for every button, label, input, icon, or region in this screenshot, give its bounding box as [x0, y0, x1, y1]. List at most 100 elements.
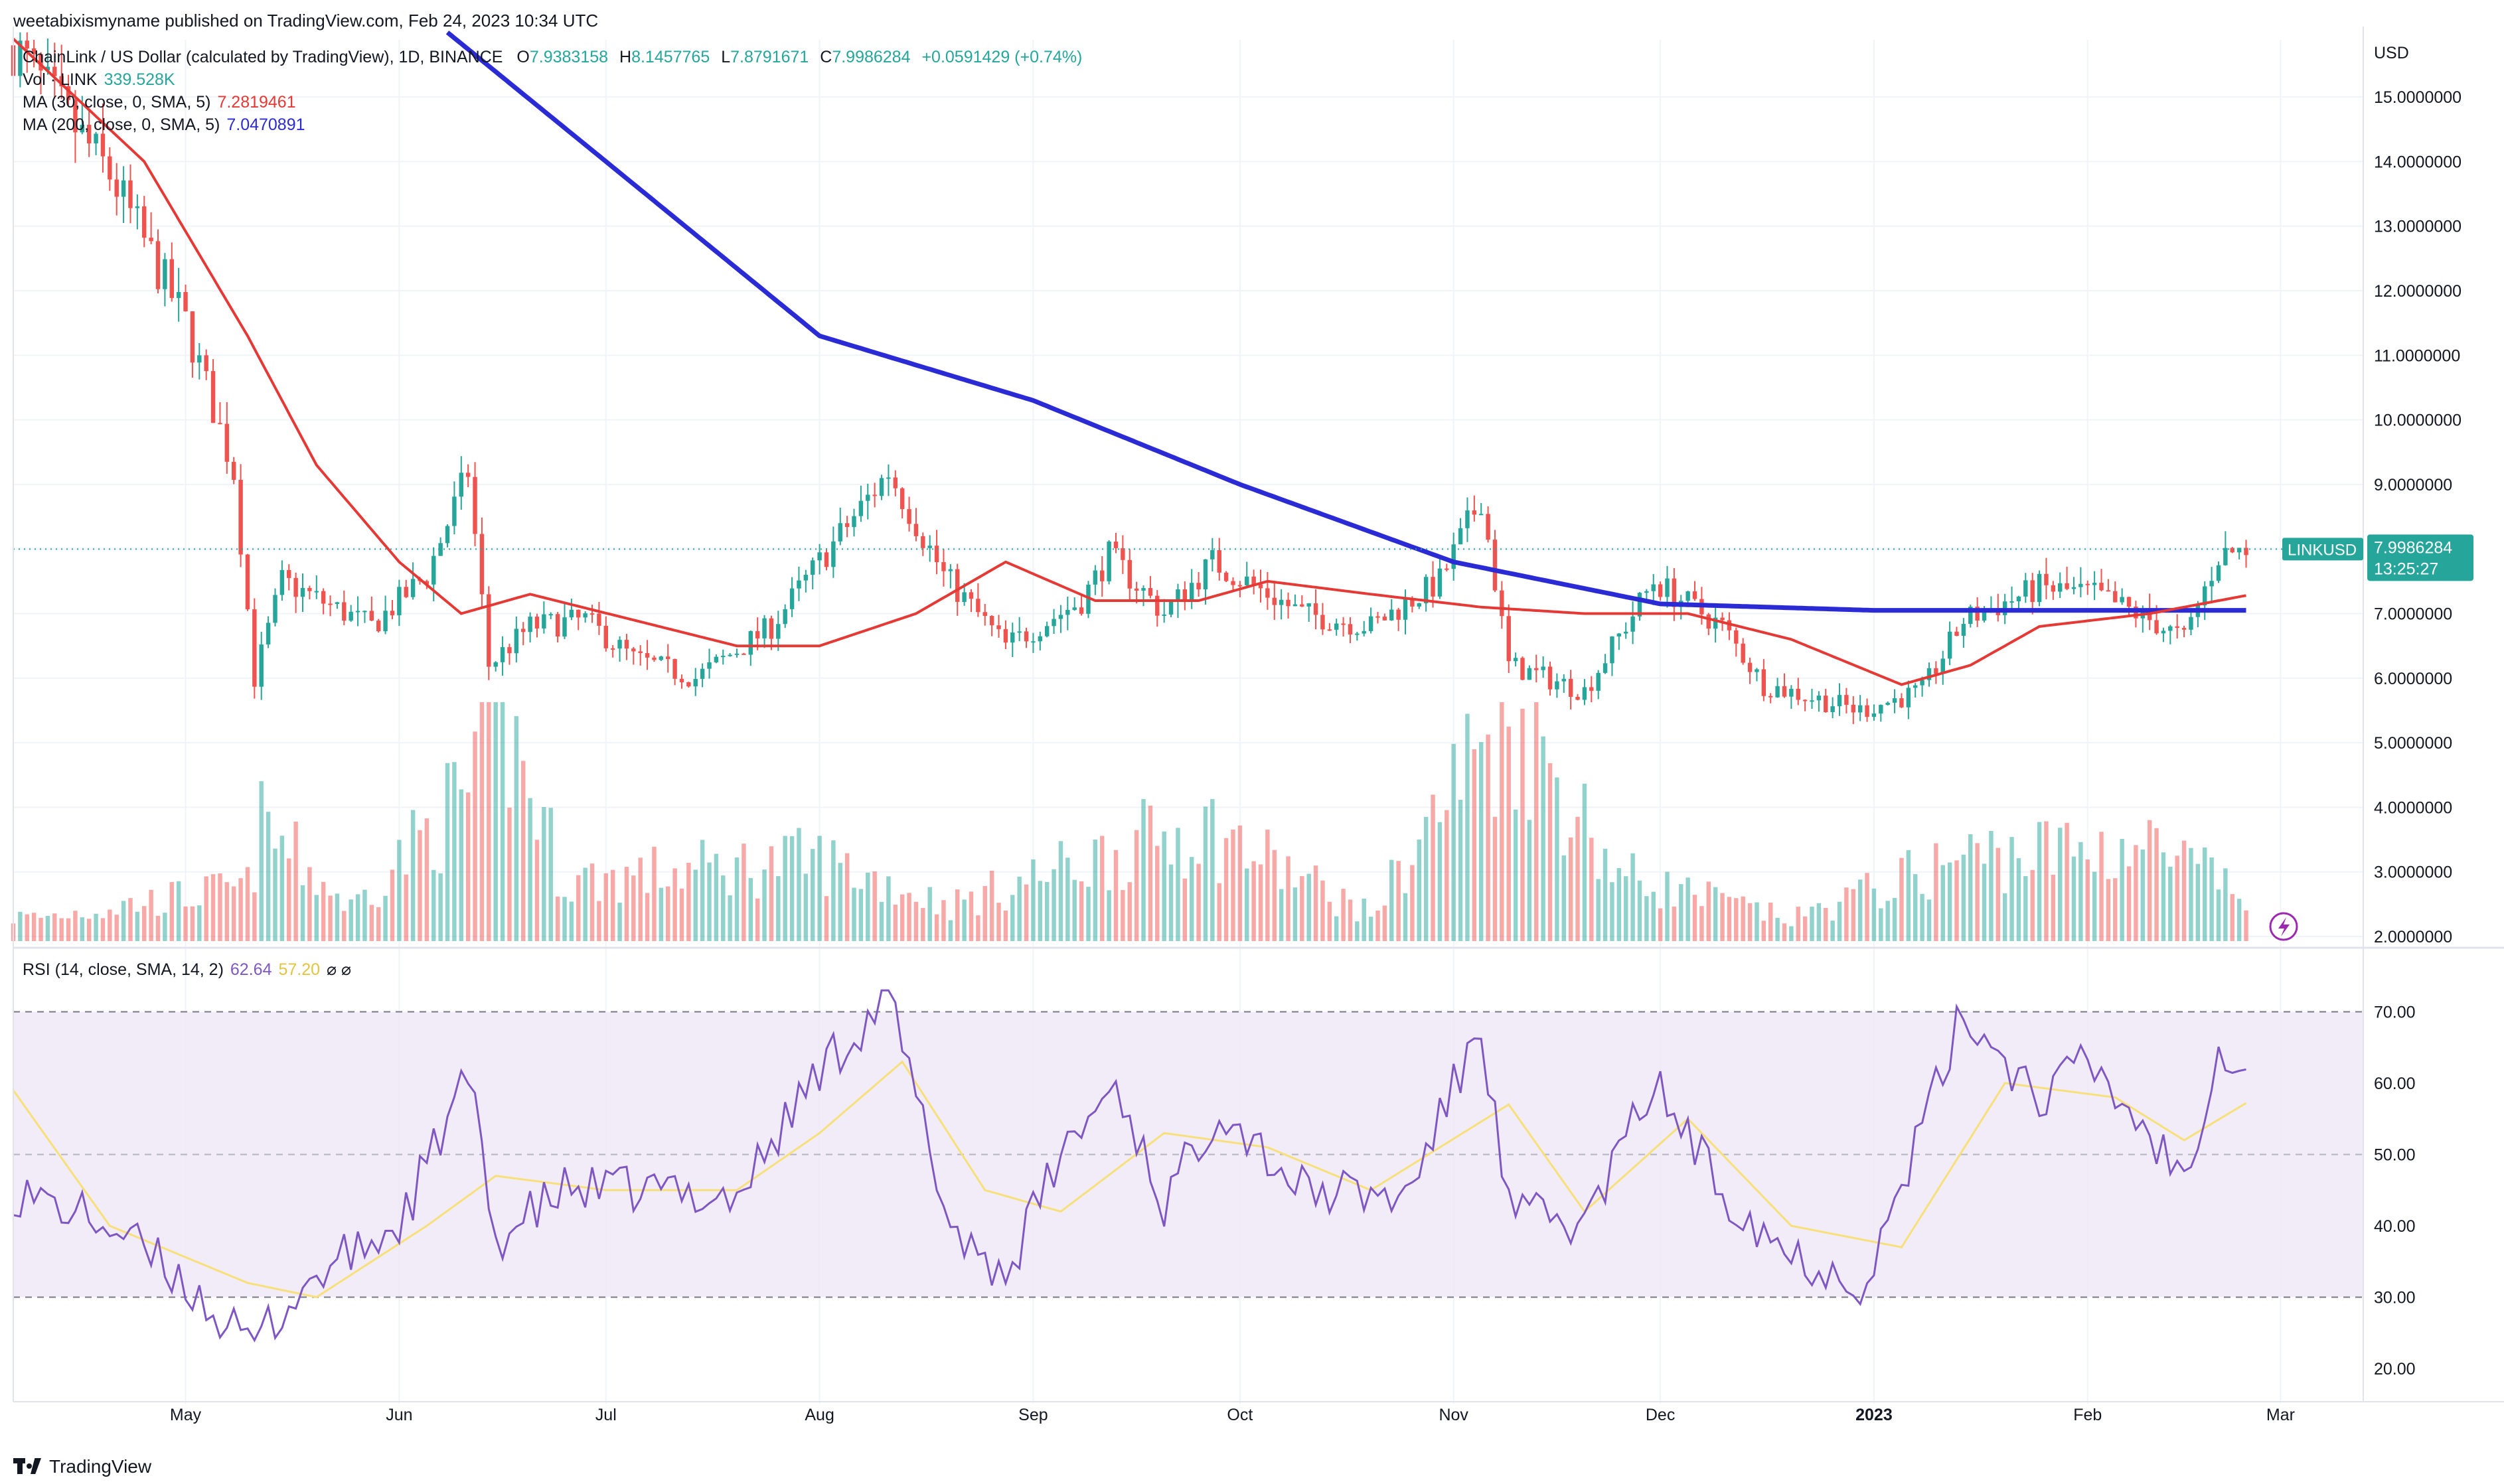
candle-body [238, 479, 243, 555]
replay-icon[interactable] [2269, 912, 2298, 941]
price-tick-label: 4.0000000 [2374, 798, 2452, 817]
candle-body [1796, 688, 1800, 700]
candle-body [941, 562, 946, 571]
candle-body [1706, 614, 1711, 629]
candle-body [1892, 698, 1897, 703]
volume-bar [969, 891, 974, 941]
volume-bar [266, 812, 271, 941]
candle-body [659, 656, 664, 660]
volume-bar [155, 915, 161, 941]
legend-rsi[interactable]: RSI (14, close, SMA, 14, 2) 62.64 57.20 ⌀ ⌀ [23, 960, 351, 980]
candle-body [1665, 578, 1670, 597]
volume-bar [1079, 881, 1084, 941]
volume-bar [700, 840, 705, 941]
candle-body [866, 494, 870, 501]
volume-bar [169, 882, 174, 941]
candle-body [210, 371, 216, 423]
volume-bar [86, 919, 92, 941]
legend-ma200[interactable]: MA (200, close, 0, SMA, 5) 7.0470891 [23, 115, 305, 135]
candle-body [783, 609, 787, 625]
candle-body [1630, 616, 1635, 632]
candle-body [1121, 548, 1125, 560]
volume-bar [548, 808, 553, 941]
candle-body [982, 612, 987, 617]
candle-body [383, 611, 388, 632]
volume-bar [1871, 888, 1877, 941]
candle-body [1162, 614, 1166, 616]
candle-body [1906, 688, 1911, 707]
volume-bar [797, 828, 801, 941]
volume-bar [1348, 899, 1353, 941]
volume-bar [328, 895, 333, 941]
candle-body [2216, 565, 2221, 581]
candle-body [2030, 580, 2035, 603]
volume-bar [1844, 887, 1849, 941]
legend-volume[interactable]: Vol · LINK 339.528K [23, 70, 175, 90]
volume-bar [1824, 907, 1828, 941]
volume-bar [507, 807, 512, 941]
candle-body [2078, 583, 2083, 587]
candle-body [1755, 669, 1759, 672]
volume-bar [314, 895, 319, 941]
time-tick-label: Nov [1439, 1406, 1468, 1424]
candle-body [817, 552, 822, 561]
volume-bar [94, 913, 98, 941]
candle-body [231, 461, 236, 480]
volume-bar [1879, 908, 1883, 941]
candle-body [2203, 586, 2207, 606]
brand-name: TradingView [49, 1456, 152, 1477]
candle-body [1575, 696, 1580, 700]
volume-bar [1796, 907, 1800, 941]
volume-bar [1403, 893, 1408, 941]
candlesticks [11, 32, 2248, 725]
rsi-hidden-icons: ⌀ ⌀ [327, 960, 352, 979]
candle-body [1134, 588, 1139, 591]
candle-body [1824, 696, 1828, 713]
candle-body [996, 625, 1001, 629]
volume-bar [824, 896, 829, 941]
price-tick-label: 13.0000000 [2374, 218, 2462, 236]
volume-bar [362, 889, 367, 941]
publisher-credit: weetabixismyname published on TradingVie… [13, 11, 599, 31]
volume-bar [1651, 891, 1656, 941]
volume-bar [1940, 865, 1945, 941]
candle-body [1141, 588, 1146, 591]
volume-bar [1355, 921, 1360, 941]
price-axis-unit: USD [2374, 44, 2409, 62]
candle-body [169, 259, 174, 298]
volume-bar [852, 887, 856, 941]
volume-bar [1389, 859, 1394, 941]
volume-bar [2092, 871, 2097, 941]
volume-bar [1547, 763, 1553, 941]
volume-bar [1306, 873, 1311, 941]
candle-body [1465, 510, 1470, 528]
candle-body [555, 614, 560, 637]
candle-body [721, 656, 726, 658]
volume-bar [817, 836, 822, 941]
candle-body [2051, 585, 2056, 592]
candle-body [1527, 668, 1532, 680]
volume-bar [231, 886, 236, 941]
volume-bar [1892, 897, 1897, 941]
volume-bar [1610, 882, 1614, 941]
price-tick-label: 14.0000000 [2374, 153, 2462, 171]
volume-bar [114, 915, 119, 941]
legend-ma30[interactable]: MA (30, close, 0, SMA, 5) 7.2819461 [23, 93, 296, 112]
volume-bar [293, 821, 298, 941]
volume-bar [844, 853, 850, 941]
candle-body [94, 133, 98, 144]
candle-body [652, 657, 657, 660]
volume-bar [1231, 829, 1235, 941]
volume-bar [941, 900, 946, 941]
ma200-line [445, 31, 2246, 613]
candle-body [976, 599, 980, 613]
volume-bar [1989, 831, 1994, 941]
volume-bar [1851, 889, 1856, 941]
candle-body [1217, 550, 1221, 573]
candle-body [163, 259, 167, 289]
candle-body [73, 100, 78, 133]
volume-bar [1258, 864, 1263, 941]
volume-bar [163, 913, 167, 941]
candle-body [390, 611, 395, 616]
volume-bar [534, 840, 540, 941]
